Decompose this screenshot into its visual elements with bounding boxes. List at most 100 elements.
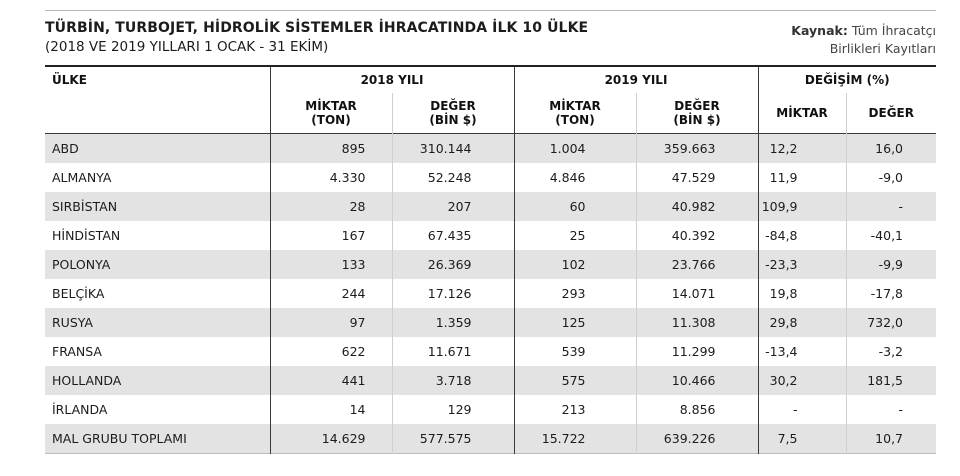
cell-q2019: 213 (513, 395, 636, 424)
cell-cv: -17,8 (845, 279, 937, 308)
cell-cq: 30,2 (757, 366, 846, 395)
cell-v2018: 11.671 (391, 337, 514, 366)
cell-v2018: 3.718 (391, 366, 514, 395)
cell-country: ALMANYA (45, 163, 270, 192)
cell-v2018: 310.144 (391, 133, 514, 163)
table-row: SIRBİSTAN 28 207 60 40.982 109,9- (45, 192, 937, 221)
header-val-2019: DEĞER (BİN $) (635, 93, 758, 134)
table-row: ABD 895 310.144 1.004 359.663 12,2 16,0 (45, 133, 937, 163)
cell-q2018: 244 (269, 279, 392, 308)
cell-cq: 19,8 (757, 279, 846, 308)
header-qty-2018: MİKTAR (TON) (269, 93, 392, 134)
cell-country: MAL GRUBU TOPLAMI (45, 424, 270, 454)
source-note: Kaynak: Tüm İhracatçı Birlikleri Kayıtla… (791, 22, 936, 58)
cell-cq: - (757, 395, 846, 424)
cell-v2019: 47.529 (635, 163, 758, 192)
cell-v2019: 40.982 (635, 192, 758, 221)
cell-q2019: 575 (513, 366, 636, 395)
header-country: ÜLKE (52, 73, 87, 87)
cell-cv: - (845, 192, 937, 221)
table-row: ALMANYA 4.330 52.248 4.846 47.529 11,9 -9,0 (45, 163, 937, 192)
cell-cv: - (845, 395, 937, 424)
cell-v2019: 359.663 (635, 133, 758, 163)
cell-v2019: 40.392 (635, 221, 758, 250)
cell-q2019: 102 (513, 250, 636, 279)
header-val-2018: DEĞER (BİN $) (391, 93, 514, 134)
cell-v2018: 26.369 (391, 250, 514, 279)
cell-country: ABD (45, 133, 270, 163)
cell-cv: -9,0 (845, 163, 937, 192)
cell-cv: -9,9 (845, 250, 937, 279)
table-row: RUSYA 97 1.359 125 11.308 29,8 732,0 (45, 308, 937, 337)
table-row: FRANSA 622 11.671 539 11.299 -13,4 -3,2 (45, 337, 937, 366)
cell-v2019: 14.071 (635, 279, 758, 308)
cell-v2019: 10.466 (635, 366, 758, 395)
cell-v2018: 67.435 (391, 221, 514, 250)
table-row: BELÇİKA 244 17.126 293 14.071 19,8 -17,8 (45, 279, 937, 308)
cell-cq: 11,9 (757, 163, 846, 192)
cell-v2019: 11.308 (635, 308, 758, 337)
cell-v2018: 577.575 (391, 424, 514, 454)
cell-cq: 12,2 (757, 133, 846, 163)
cell-q2019: 293 (513, 279, 636, 308)
table-row: HOLLANDA 441 3.718 575 10.466 30,2 181,5 (45, 366, 937, 395)
cell-cq: 7,5 (757, 424, 846, 454)
cell-q2019: 25 (513, 221, 636, 250)
cell-country: POLONYA (45, 250, 270, 279)
cell-v2018: 17.126 (391, 279, 514, 308)
cell-q2018: 14.629 (269, 424, 392, 454)
header-change: DEĞİŞİM (%) (757, 66, 937, 93)
page-subtitle: (2018 VE 2019 YILLARI 1 OCAK - 31 EKİM) (45, 39, 329, 55)
table-row: MAL GRUBU TOPLAMI 14.629 577.575 15.722 639.… (45, 424, 937, 454)
cell-country: HOLLANDA (45, 366, 270, 395)
cell-cq: 109,9 (757, 192, 846, 221)
export-table: ÜLKE 2018 YILI 2019 YILI DEĞİŞİM (%) MİK… (45, 65, 937, 454)
cell-cv: -3,2 (845, 337, 937, 366)
cell-v2018: 52.248 (391, 163, 514, 192)
cell-country: SIRBİSTAN (45, 192, 270, 221)
header-2019: 2019 YILI (513, 66, 758, 93)
cell-country: İRLANDA (45, 395, 270, 424)
cell-q2018: 622 (269, 337, 392, 366)
table-row: İRLANDA 14 129 213 8.856- - (45, 395, 937, 424)
source-line-1: Tüm İhracatçı (851, 23, 936, 38)
cell-cv: 16,0 (845, 133, 937, 163)
cell-q2019: 15.722 (513, 424, 636, 454)
top-rule (45, 10, 936, 11)
cell-v2018: 129 (391, 395, 514, 424)
cell-q2018: 895 (269, 133, 392, 163)
header-qty-2019: MİKTAR (TON) (513, 93, 636, 134)
cell-q2019: 539 (513, 337, 636, 366)
cell-q2018: 4.330 (269, 163, 392, 192)
cell-v2018: 207 (391, 192, 514, 221)
cell-cq: -13,4 (757, 337, 846, 366)
cell-q2019: 4.846 (513, 163, 636, 192)
cell-cv: -40,1 (845, 221, 937, 250)
cell-v2019: 11.299 (635, 337, 758, 366)
cell-cv: 732,0 (845, 308, 937, 337)
cell-q2019: 1.004 (513, 133, 636, 163)
cell-cq: -84,8 (757, 221, 846, 250)
cell-q2019: 125 (513, 308, 636, 337)
cell-q2018: 133 (269, 250, 392, 279)
cell-v2019: 8.856 (635, 395, 758, 424)
source-label: Kaynak: (791, 23, 848, 38)
header-change-qty: MİKTAR (757, 93, 846, 134)
cell-q2018: 14 (269, 395, 392, 424)
cell-cq: 29,8 (757, 308, 846, 337)
cell-cv: 10,7 (845, 424, 937, 454)
cell-v2018: 1.359 (391, 308, 514, 337)
cell-v2019: 23.766 (635, 250, 758, 279)
cell-country: HİNDİSTAN (45, 221, 270, 250)
cell-cv: 181,5 (845, 366, 937, 395)
cell-cq: -23,3 (757, 250, 846, 279)
cell-q2018: 441 (269, 366, 392, 395)
cell-country: RUSYA (45, 308, 270, 337)
header-2018: 2018 YILI (269, 66, 514, 93)
cell-country: FRANSA (45, 337, 270, 366)
source-line-2: Birlikleri Kayıtları (829, 41, 936, 56)
cell-q2019: 60 (513, 192, 636, 221)
table-row: POLONYA 133 26.369 102 23.766 -23,3 -9,9 (45, 250, 937, 279)
cell-q2018: 97 (269, 308, 392, 337)
cell-v2019: 639.226 (635, 424, 758, 454)
